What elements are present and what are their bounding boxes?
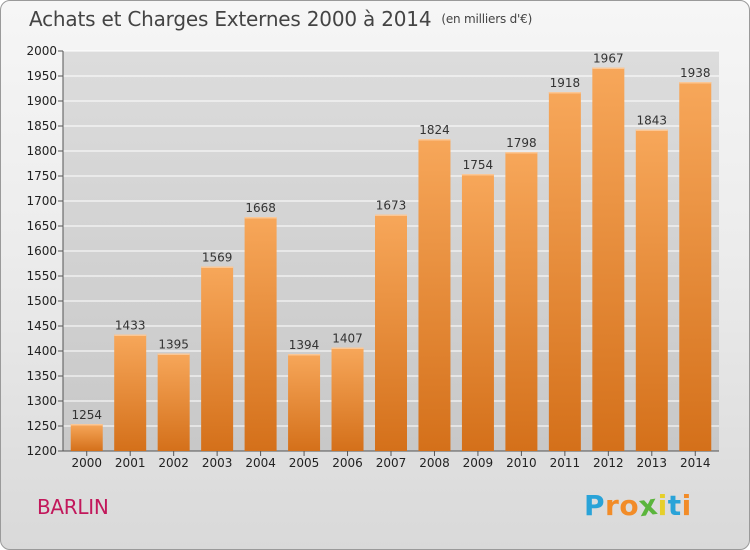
y-tick-label: 1500: [26, 294, 57, 308]
bar-highlight: [592, 67, 625, 69]
bar: [505, 152, 538, 451]
data-label: 1569: [202, 251, 233, 265]
data-label: 1668: [245, 201, 276, 215]
chart-title: Achats et Charges Externes 2000 à 2014 (e…: [29, 7, 532, 31]
data-label: 1918: [550, 76, 581, 90]
y-tick-label: 1950: [26, 69, 57, 83]
bar: [679, 82, 712, 451]
x-tick-label: 2001: [115, 456, 146, 470]
logo-letter: x: [636, 487, 660, 524]
bar-highlight: [70, 424, 103, 426]
x-tick-label: 2003: [202, 456, 233, 470]
data-label: 1938: [680, 66, 711, 80]
y-tick-label: 1750: [26, 169, 57, 183]
x-tick-label: 2008: [419, 456, 450, 470]
bar: [375, 214, 407, 451]
y-tick-label: 1250: [26, 419, 57, 433]
x-tick-label: 2000: [71, 456, 102, 470]
x-tick-label: 2014: [680, 456, 711, 470]
y-tick-label: 1800: [26, 144, 57, 158]
y-tick-label: 1650: [26, 219, 57, 233]
bar: [114, 334, 147, 451]
bar-highlight: [244, 217, 277, 219]
bar: [331, 347, 364, 451]
bar: [288, 354, 321, 451]
bar: [157, 353, 190, 451]
y-tick-label: 1400: [26, 344, 57, 358]
y-tick-label: 2000: [26, 44, 57, 58]
bar: [461, 174, 494, 451]
y-tick-label: 1600: [26, 244, 57, 258]
x-tick-label: 2010: [506, 456, 537, 470]
bar-highlight: [288, 354, 321, 356]
data-label: 1843: [637, 114, 668, 128]
bar-highlight: [461, 174, 494, 176]
bar: [592, 67, 625, 451]
y-tick-label: 1450: [26, 319, 57, 333]
x-tick-label: 2011: [550, 456, 581, 470]
bar: [548, 92, 581, 451]
data-label: 1673: [376, 199, 407, 213]
data-label: 1754: [463, 158, 494, 172]
y-tick-label: 1850: [26, 119, 57, 133]
bar-highlight: [114, 334, 147, 336]
x-tick-label: 2005: [289, 456, 320, 470]
data-label: 1967: [593, 52, 624, 66]
place-name: BARLIN: [37, 495, 109, 519]
bar-highlight: [635, 129, 668, 131]
data-label: 1407: [332, 332, 363, 346]
bar: [418, 139, 451, 451]
y-tick-label: 1900: [26, 94, 57, 108]
bar-highlight: [548, 92, 581, 94]
chart-title-text: Achats et Charges Externes 2000 à 2014: [29, 7, 432, 31]
y-tick-label: 1200: [26, 444, 57, 458]
bar: [201, 266, 234, 451]
data-label: 1394: [289, 338, 320, 352]
logo-letter: t: [667, 489, 682, 522]
logo-letter: i: [681, 489, 692, 522]
logo-letter: r: [605, 489, 620, 522]
bar-highlight: [679, 82, 712, 84]
y-tick-label: 1300: [26, 394, 57, 408]
x-tick-label: 2009: [463, 456, 494, 470]
x-tick-label: 2007: [376, 456, 407, 470]
x-tick-label: 2002: [158, 456, 189, 470]
bar-highlight: [157, 353, 190, 355]
bar: [70, 424, 103, 451]
bar-highlight: [505, 152, 538, 154]
y-tick-label: 1350: [26, 369, 57, 383]
data-label: 1824: [419, 123, 450, 137]
logo-letter: P: [584, 489, 606, 522]
x-tick-label: 2006: [332, 456, 363, 470]
bar: [244, 217, 277, 451]
y-tick-label: 1700: [26, 194, 57, 208]
data-label: 1395: [158, 338, 189, 352]
x-tick-label: 2012: [593, 456, 624, 470]
bar-highlight: [375, 214, 407, 216]
chart-subtitle: (en milliers d'€): [441, 12, 533, 26]
bar-highlight: [331, 347, 364, 349]
x-tick-label: 2013: [637, 456, 668, 470]
data-label: 1798: [506, 136, 537, 150]
bar: [635, 129, 668, 451]
bar-highlight: [418, 139, 451, 141]
proxiti-logo: Proxiti: [584, 487, 692, 524]
x-tick-label: 2004: [245, 456, 276, 470]
y-tick-label: 1550: [26, 269, 57, 283]
logo-letter: i: [657, 489, 668, 522]
logo-letter: o: [619, 489, 640, 522]
data-label: 1254: [71, 408, 102, 422]
bar-highlight: [201, 266, 234, 268]
data-label: 1433: [115, 319, 146, 333]
